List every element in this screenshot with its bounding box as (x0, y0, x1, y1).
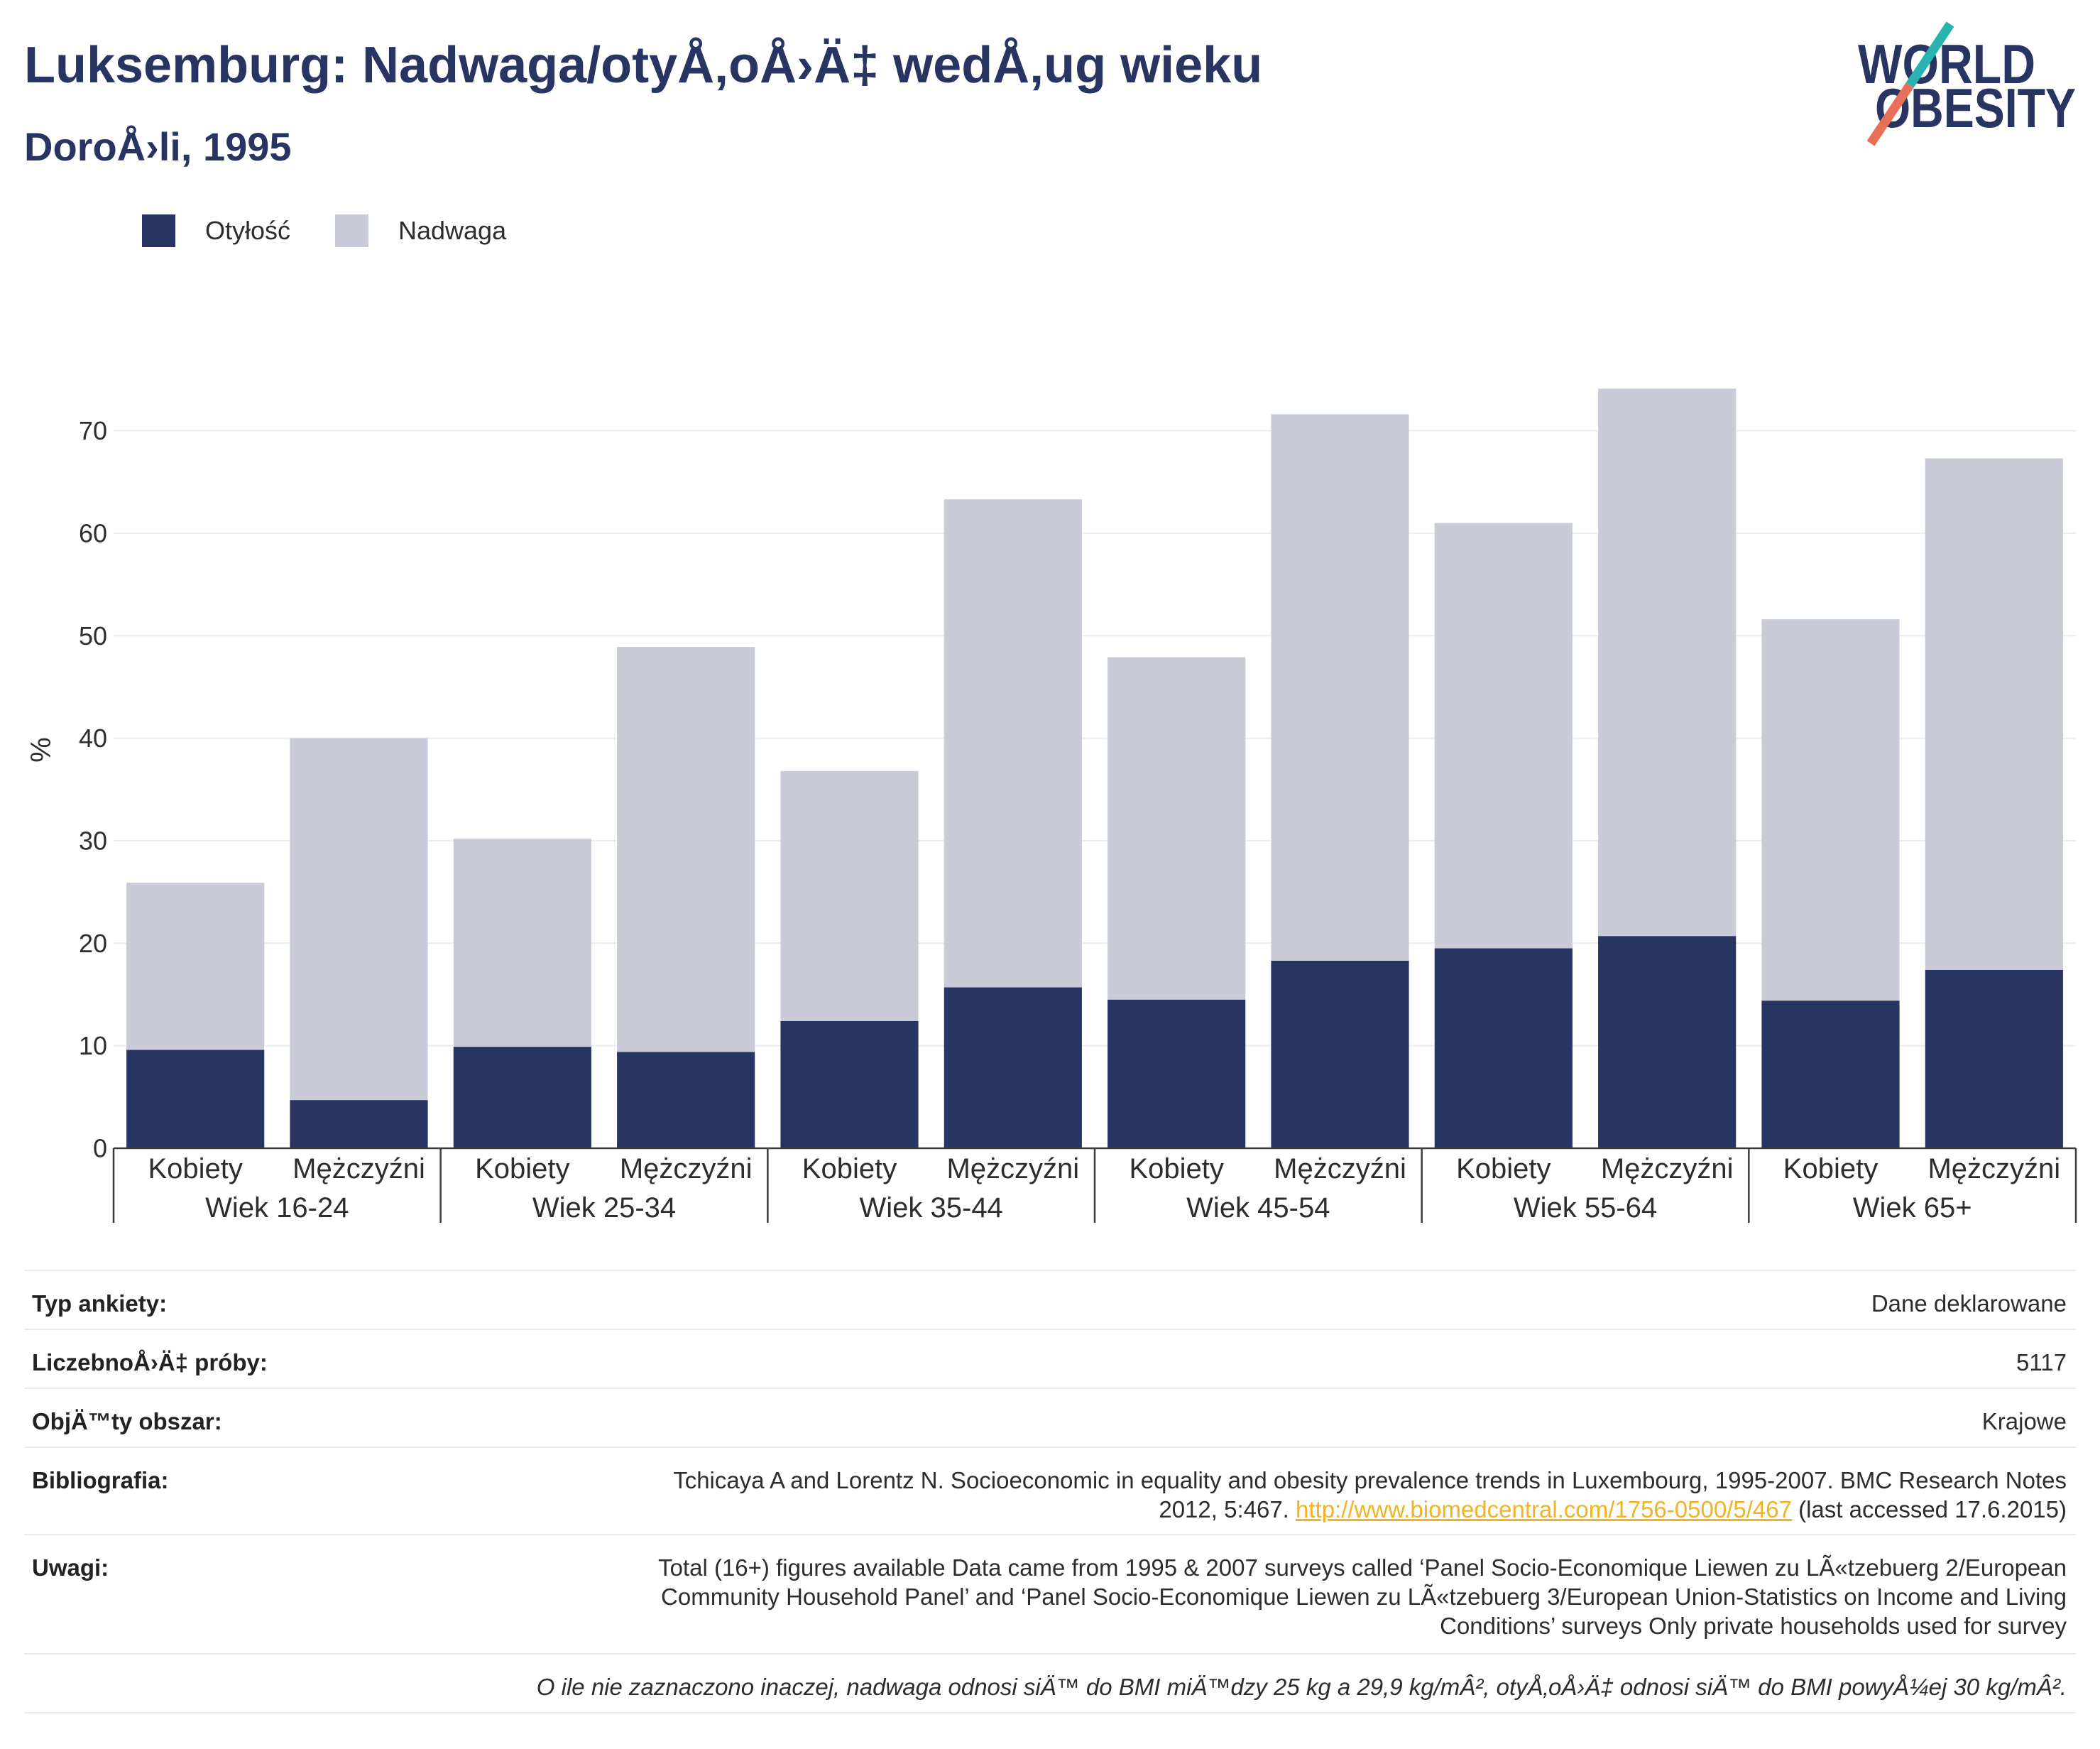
y-tick-label: 60 (79, 518, 107, 547)
bar-series-1-11[interactable] (1925, 458, 2063, 970)
legend-item-obesity[interactable]: Otyłość (142, 214, 290, 247)
x-group-label: Wiek 35-44 (860, 1192, 1003, 1224)
bar-series-1-9[interactable] (1598, 388, 1737, 937)
world-obesity-logo: WORLD OBESITY (1858, 21, 2076, 146)
x-category-label: Kobiety (1783, 1153, 1878, 1184)
y-tick-label: 50 (79, 621, 107, 650)
bar-series-0-9[interactable] (1598, 936, 1737, 1148)
bibliography-value: Tchicaya A and Lorentz N. Socioeconomic … (673, 1466, 2067, 1524)
gridlines (114, 430, 2076, 1047)
x-group-label: Wiek 16-24 (205, 1192, 349, 1224)
row-survey-type: Typ ankiety: Dane deklarowane (24, 1271, 2076, 1330)
bar-series-0-8[interactable] (1434, 948, 1573, 1149)
bar-series-1-2[interactable] (453, 839, 591, 1047)
logo-slash-teal (1905, 21, 1954, 88)
bar-series-0-5[interactable] (944, 987, 1082, 1148)
bar-series-1-10[interactable] (1761, 619, 1900, 1001)
notes-line: Conditions’ surveys Only private househo… (1440, 1613, 2067, 1639)
bar-series-0-6[interactable] (1108, 999, 1246, 1148)
bar-series-0-3[interactable] (617, 1052, 755, 1148)
legend-label-obesity: Otyłość (205, 216, 291, 245)
x-category-label: Mężczyźni (1927, 1153, 2060, 1184)
bar-series-1-1[interactable] (290, 738, 428, 1101)
x-category-label: Mężczyźni (620, 1153, 753, 1184)
survey-type-value: Dane deklarowane (1871, 1290, 2067, 1317)
bar-series-0-10[interactable] (1761, 1001, 1900, 1148)
bibliography-link[interactable]: http://www.biomedcentral.com/1756-0500/5… (1296, 1496, 1792, 1522)
x-group-label: Wiek 65+ (1853, 1192, 1972, 1224)
coverage-area-label: ObjÄ™ty obszar: (32, 1408, 222, 1434)
stacked-bar-chart: 0 10 20 30 40 50 60 70% Kobiety Mężczyźni Kobiety M… (26, 388, 2077, 1224)
bar-series-1-3[interactable] (617, 647, 755, 1052)
x-group-label: Wiek 45-54 (1186, 1192, 1330, 1224)
axes: 0 10 20 30 40 50 60 70% Kobiety Mężczyźni Kobiety M… (26, 416, 2077, 1224)
row-sample-size: LiczebnoÅ›Ä‡ próby: 5117 (24, 1330, 2076, 1389)
notes-line: Total (16+) figures available Data came … (658, 1554, 2067, 1581)
y-tick-label: 20 (79, 929, 107, 958)
bar-series-1-0[interactable] (126, 883, 265, 1050)
legend-swatch-overweight (335, 214, 368, 247)
bibliography-citation: 2012, 5:467. (1159, 1496, 1289, 1522)
bibliography-line-1: Tchicaya A and Lorentz N. Socioeconomic … (673, 1467, 2067, 1493)
legend-label-overweight: Nadwaga (398, 216, 507, 245)
bar-series-0-0[interactable] (126, 1050, 265, 1148)
x-category-label: Kobiety (802, 1153, 897, 1184)
x-category-label: Kobiety (475, 1153, 569, 1184)
survey-type-label: Typ ankiety: (32, 1290, 168, 1317)
row-bibliography: Bibliografia: Tchicaya A and Lorentz N. … (24, 1448, 2076, 1535)
y-tick-label: 70 (79, 416, 107, 445)
y-tick-label: 10 (79, 1031, 107, 1060)
notes-label: Uwagi: (32, 1554, 109, 1581)
bar-series-1-7[interactable] (1271, 414, 1409, 961)
y-tick-label: 0 (93, 1134, 107, 1163)
chart-title: Luksemburg: Nadwaga/otyÅ‚oÅ›Ä‡ wedÅ‚ug w… (24, 37, 1263, 94)
notes-value: Total (16+) figures available Data came … (658, 1553, 2067, 1640)
bar-series-1-4[interactable] (780, 770, 919, 1021)
x-category-label: Kobiety (1456, 1153, 1551, 1184)
x-group-label: Wiek 55-64 (1514, 1192, 1657, 1224)
x-category-label: Mężczyźni (946, 1153, 1079, 1184)
bars (126, 388, 2063, 1148)
bar-series-0-1[interactable] (290, 1100, 428, 1148)
x-category-label: Kobiety (1129, 1153, 1223, 1184)
bar-series-0-4[interactable] (780, 1020, 919, 1148)
x-category-label: Kobiety (148, 1153, 242, 1184)
sample-size-label: LiczebnoÅ›Ä‡ próby: (32, 1349, 268, 1375)
row-footnote: O ile nie zaznaczono inaczej, nadwaga od… (24, 1655, 2076, 1713)
bar-series-0-7[interactable] (1271, 960, 1409, 1148)
y-tick-label: 30 (79, 827, 107, 856)
bar-series-1-8[interactable] (1434, 523, 1573, 949)
sample-size-value: 5117 (2016, 1349, 2067, 1375)
bar-series-0-11[interactable] (1925, 969, 2063, 1148)
logo-word-world: WORLD (1858, 33, 2035, 95)
survey-info-table: Typ ankiety: Dane deklarowane LiczebnoÅ›… (24, 1270, 2076, 1713)
bar-series-0-2[interactable] (453, 1047, 591, 1148)
bibliography-label: Bibliografia: (32, 1467, 169, 1493)
legend-swatch-obesity (142, 214, 175, 247)
bar-series-1-5[interactable] (944, 499, 1082, 988)
chart-subtitle: DoroÅ›li, 1995 (24, 124, 292, 169)
legend-item-overweight[interactable]: Nadwaga (335, 214, 506, 247)
coverage-area-value: Krajowe (1981, 1408, 2067, 1434)
bibliography-line-2: 2012, 5:467. http://www.biomedcentral.co… (673, 1495, 2067, 1524)
notes-line: Community Household Panel’ and ‘Panel So… (661, 1584, 2067, 1610)
row-coverage-area: ObjÄ™ty obszar: Krajowe (24, 1389, 2076, 1448)
bmi-definition-footnote: O ile nie zaznaczono inaczej, nadwaga od… (536, 1674, 2067, 1700)
chart-legend: Otyłość Nadwaga (0, 214, 568, 247)
y-tick-label: 40 (79, 724, 107, 753)
row-notes: Uwagi: Total (16+) figures available Dat… (24, 1535, 2076, 1655)
x-category-label: Mężczyźni (1601, 1153, 1734, 1184)
bar-series-1-6[interactable] (1108, 657, 1246, 1000)
logo-slash-coral (1866, 82, 1914, 146)
x-category-label: Mężczyźni (1274, 1153, 1406, 1184)
x-group-label: Wiek 25-34 (532, 1192, 676, 1224)
x-category-label: Mężczyźni (292, 1153, 425, 1184)
y-axis-title: % (26, 737, 57, 763)
bibliography-accessed-date: (last accessed 17.6.2015) (1798, 1496, 2067, 1522)
